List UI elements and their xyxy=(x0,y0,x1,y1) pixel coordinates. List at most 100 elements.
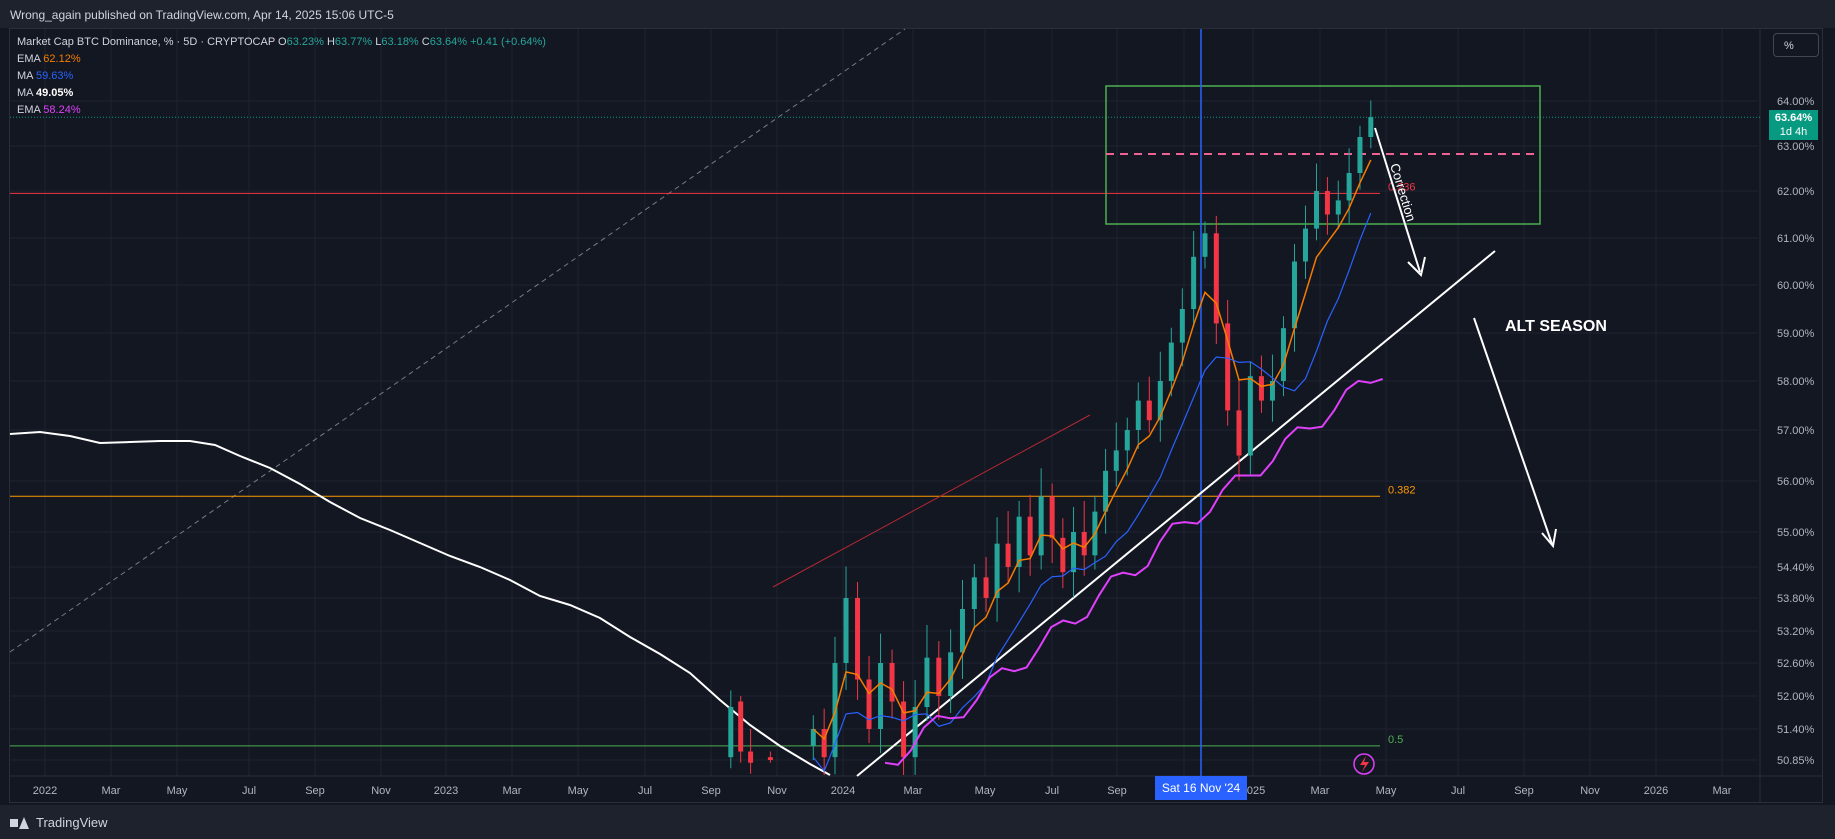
time-tick-label: 2024 xyxy=(831,785,855,797)
chart-legend: Market Cap BTC Dominance, % · 5D · CRYPT… xyxy=(17,34,546,119)
time-tick-label: Sep xyxy=(305,785,325,797)
lightning-icon-ring xyxy=(1353,753,1375,775)
ma-slow-line xyxy=(9,430,831,776)
ohlc-value-l: 63.18% xyxy=(381,36,419,48)
price-tick-label: 59.00% xyxy=(1777,328,1815,340)
time-tick-label: Sep xyxy=(701,785,721,797)
candle-body xyxy=(866,679,872,729)
candle-body xyxy=(901,701,907,758)
price-tick-label: 56.00% xyxy=(1777,476,1815,488)
candle-body xyxy=(843,598,849,663)
time-tick-label: Jul xyxy=(1451,785,1465,797)
candle-body xyxy=(1225,323,1231,411)
dashed-trendline xyxy=(9,28,906,653)
candle-body xyxy=(1157,381,1163,421)
time-tick-label: Jul xyxy=(1045,785,1059,797)
price-tick-label: 64.00% xyxy=(1777,96,1815,108)
time-tick-label: 2026 xyxy=(1644,785,1668,797)
candle-body xyxy=(878,663,884,729)
indicator-name: MA xyxy=(17,87,36,99)
candle-body xyxy=(912,707,918,758)
price-tick-label: 53.20% xyxy=(1777,626,1815,638)
candle-body xyxy=(936,657,942,696)
candle-body xyxy=(971,577,977,609)
time-tick-label: Mar xyxy=(1311,785,1330,797)
price-tick-label: 52.00% xyxy=(1777,691,1815,703)
candle-body xyxy=(1005,543,1011,567)
indicator-row[interactable]: MA 49.05% xyxy=(17,85,546,102)
candle-body xyxy=(1335,200,1341,215)
indicator-value: 49.05% xyxy=(35,87,74,99)
tradingview-logo[interactable]: TradingView xyxy=(10,815,108,830)
indicator-name: EMA xyxy=(17,104,44,116)
indicator-row[interactable]: MA 59.63% xyxy=(17,68,546,85)
correction-arrow-shaft xyxy=(1374,127,1421,273)
change-value: +0.41 (+0.64%) xyxy=(470,36,546,48)
price-tick-label: 60.00% xyxy=(1777,280,1815,292)
chart-area[interactable] xyxy=(9,28,1823,803)
price-tick-label: 63.00% xyxy=(1777,141,1815,153)
candle-body xyxy=(948,652,954,696)
price-tick-label: 62.00% xyxy=(1777,186,1815,198)
indicator-row[interactable]: EMA 58.24% xyxy=(17,102,546,119)
price-tick-label: 53.80% xyxy=(1777,593,1815,605)
candle-body xyxy=(1368,117,1374,137)
time-tick-label: Mar xyxy=(102,785,121,797)
candle-body xyxy=(1346,173,1352,201)
candle-body xyxy=(1247,376,1253,456)
time-tick-label: May xyxy=(167,785,188,797)
alt-season-label: ALT SEASON xyxy=(1505,318,1607,335)
candle-body xyxy=(1071,532,1077,573)
fib-level-label: 0.382 xyxy=(1388,484,1416,496)
time-tick-label: Mar xyxy=(503,785,522,797)
time-tick-label: Jul xyxy=(242,785,256,797)
candle-body xyxy=(1324,191,1330,215)
alt-season-arrow-head xyxy=(1541,528,1557,549)
ohlc-key-h: H xyxy=(323,36,335,48)
candle-body xyxy=(1202,233,1208,257)
indicator-row[interactable]: EMA 62.12% xyxy=(17,51,546,68)
candle-body xyxy=(1113,450,1119,471)
symbol-row: Market Cap BTC Dominance, % · 5D · CRYPT… xyxy=(17,34,546,51)
indicator-value: 62.12% xyxy=(43,53,81,65)
price-tick-label: 52.60% xyxy=(1777,658,1815,670)
candle-body xyxy=(1291,261,1297,329)
ema-slow-line xyxy=(884,378,1384,766)
lightning-icon xyxy=(1360,756,1369,772)
time-tick-label: 2023 xyxy=(434,785,458,797)
candle-body xyxy=(1303,228,1309,262)
indicator-value: 59.63% xyxy=(35,70,74,82)
percent-scale-button[interactable]: % xyxy=(1773,33,1819,57)
header-bar: Wrong_again published on TradingView.com… xyxy=(0,0,1835,28)
time-tick-label: Jul xyxy=(638,785,652,797)
ema-fast-line xyxy=(812,159,1372,741)
tradingview-logo-icon xyxy=(10,816,30,829)
last-price: 63.64% xyxy=(1774,112,1813,124)
support-trendline xyxy=(856,250,1496,777)
price-tick-label: 50.85% xyxy=(1777,755,1815,767)
candle-body xyxy=(1269,381,1275,401)
candle-body xyxy=(728,707,734,758)
candle-body xyxy=(1213,233,1219,324)
brand-name: TradingView xyxy=(36,815,108,830)
candle-body xyxy=(821,729,827,758)
ohlc-values: O63.23% H63.77% L63.18% C63.64% xyxy=(278,36,470,48)
indicator-name: EMA xyxy=(17,53,44,65)
time-tick-label: Mar xyxy=(904,785,923,797)
price-tick-label: 58.00% xyxy=(1777,376,1815,388)
candle-body xyxy=(1049,496,1055,538)
candle-body xyxy=(983,577,989,598)
candle-body xyxy=(1038,496,1044,556)
candle-body xyxy=(1016,516,1022,567)
price-tick-label: 51.40% xyxy=(1777,724,1815,736)
time-tick-label: Nov xyxy=(767,785,787,797)
candle-body xyxy=(1191,256,1197,309)
bar-countdown: 1d 4h xyxy=(1779,126,1808,138)
ohlc-value-c: 63.64% xyxy=(429,36,468,48)
ma-mid-line xyxy=(812,212,1372,773)
ohlc-value-h: 63.77% xyxy=(334,36,373,48)
indicator-name: MA xyxy=(17,70,36,82)
candle-body xyxy=(1060,537,1066,573)
last-price-badge: 63.64% 1d 4h xyxy=(1769,110,1818,140)
